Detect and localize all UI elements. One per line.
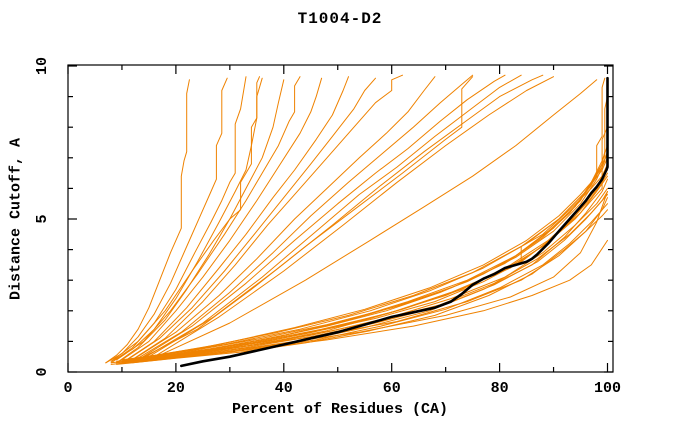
model-curve bbox=[137, 77, 606, 359]
model-curve bbox=[121, 76, 349, 364]
model-curve bbox=[148, 175, 608, 361]
model-curve bbox=[116, 191, 608, 364]
model-curve bbox=[148, 74, 544, 358]
model-curve bbox=[153, 76, 554, 358]
x-tick-label: 40 bbox=[275, 380, 293, 397]
model-curve bbox=[126, 77, 376, 361]
x-tick-label: 80 bbox=[491, 380, 509, 397]
model-curve bbox=[159, 79, 598, 356]
y-tick-label: 5 bbox=[34, 214, 51, 223]
y-tick-label: 0 bbox=[34, 367, 51, 376]
model-curve bbox=[110, 76, 260, 362]
model-curve bbox=[132, 74, 474, 362]
model-curve bbox=[143, 74, 522, 359]
model-curve bbox=[137, 76, 474, 361]
model-curve bbox=[137, 74, 506, 361]
model-curve bbox=[132, 76, 436, 361]
model-curve bbox=[116, 76, 301, 361]
model-curve bbox=[105, 79, 190, 364]
model-curve bbox=[116, 209, 608, 365]
model-curve bbox=[105, 77, 228, 364]
model-curve bbox=[116, 79, 285, 364]
x-tick-label: 60 bbox=[383, 380, 401, 397]
y-axis-label: Distance Cutoff, A bbox=[7, 137, 25, 301]
model-curve bbox=[121, 145, 608, 362]
model-curve bbox=[132, 239, 608, 364]
x-tick-label: 20 bbox=[167, 380, 185, 397]
x-tick-label: 0 bbox=[63, 380, 72, 397]
model-curve bbox=[121, 197, 608, 364]
model-curve bbox=[110, 178, 608, 365]
model-curve bbox=[126, 74, 403, 364]
x-axis-label: Percent of Residues (CA) bbox=[231, 401, 449, 418]
model-curve bbox=[143, 151, 608, 359]
plot-title: T1004-D2 bbox=[297, 10, 383, 28]
x-tick-label: 100 bbox=[594, 380, 621, 397]
y-tick-label: 10 bbox=[34, 57, 51, 75]
model-curve bbox=[121, 77, 323, 361]
model-curve bbox=[132, 96, 608, 361]
reference-curve bbox=[180, 76, 609, 368]
